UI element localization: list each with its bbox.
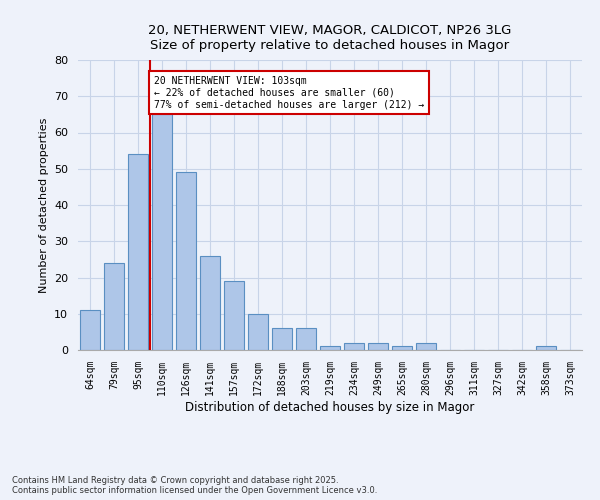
Bar xyxy=(128,154,148,350)
Bar xyxy=(536,346,556,350)
Bar xyxy=(176,172,196,350)
Bar xyxy=(296,328,316,350)
Bar xyxy=(200,256,220,350)
Bar xyxy=(272,328,292,350)
Bar xyxy=(320,346,340,350)
Bar xyxy=(248,314,268,350)
X-axis label: Distribution of detached houses by size in Magor: Distribution of detached houses by size … xyxy=(185,400,475,413)
Bar xyxy=(224,281,244,350)
Y-axis label: Number of detached properties: Number of detached properties xyxy=(38,118,49,292)
Bar xyxy=(392,346,412,350)
Bar xyxy=(344,343,364,350)
Text: Contains HM Land Registry data © Crown copyright and database right 2025.
Contai: Contains HM Land Registry data © Crown c… xyxy=(12,476,377,495)
Bar xyxy=(152,114,172,350)
Text: 20 NETHERWENT VIEW: 103sqm
← 22% of detached houses are smaller (60)
77% of semi: 20 NETHERWENT VIEW: 103sqm ← 22% of deta… xyxy=(154,76,424,110)
Bar xyxy=(416,343,436,350)
Title: 20, NETHERWENT VIEW, MAGOR, CALDICOT, NP26 3LG
Size of property relative to deta: 20, NETHERWENT VIEW, MAGOR, CALDICOT, NP… xyxy=(148,24,512,52)
Bar xyxy=(368,343,388,350)
Bar xyxy=(80,310,100,350)
Bar xyxy=(104,263,124,350)
